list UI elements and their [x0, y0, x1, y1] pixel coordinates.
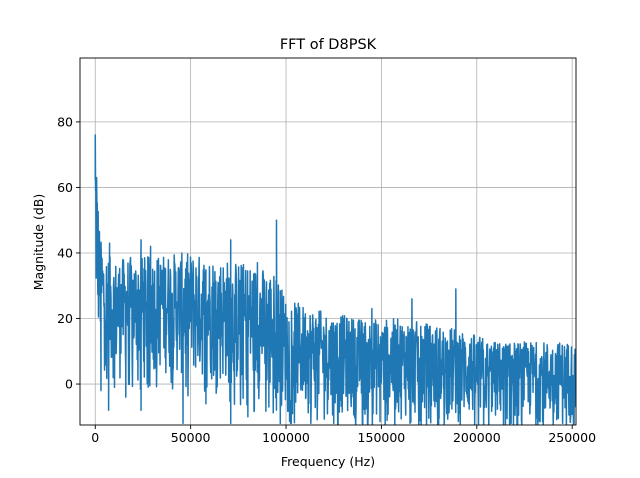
grid-lines [80, 58, 576, 425]
y-tick-label: 0 [65, 377, 73, 392]
x-tick-label: 0 [91, 430, 99, 445]
x-axis: 0 50000 100000 150000 200000 250000 [91, 425, 596, 445]
x-axis-label: Frequency (Hz) [281, 454, 375, 469]
y-tick-label: 40 [57, 245, 73, 260]
chart-title: FFT of D8PSK [280, 37, 377, 53]
y-axis: 0 20 40 60 80 [57, 114, 80, 392]
y-tick-label: 60 [57, 180, 73, 195]
y-tick-label: 80 [57, 114, 73, 129]
x-tick-label: 250000 [548, 430, 596, 445]
y-tick-label: 20 [57, 311, 73, 326]
series-line [94, 134, 576, 425]
x-tick-label: 50000 [171, 430, 211, 445]
axes-frame [79, 57, 577, 426]
x-tick-label: 200000 [453, 430, 501, 445]
y-axis-label: Magnitude (dB) [31, 194, 46, 290]
x-tick-label: 100000 [262, 430, 310, 445]
plot-area [94, 134, 576, 425]
x-tick-label: 150000 [358, 430, 406, 445]
